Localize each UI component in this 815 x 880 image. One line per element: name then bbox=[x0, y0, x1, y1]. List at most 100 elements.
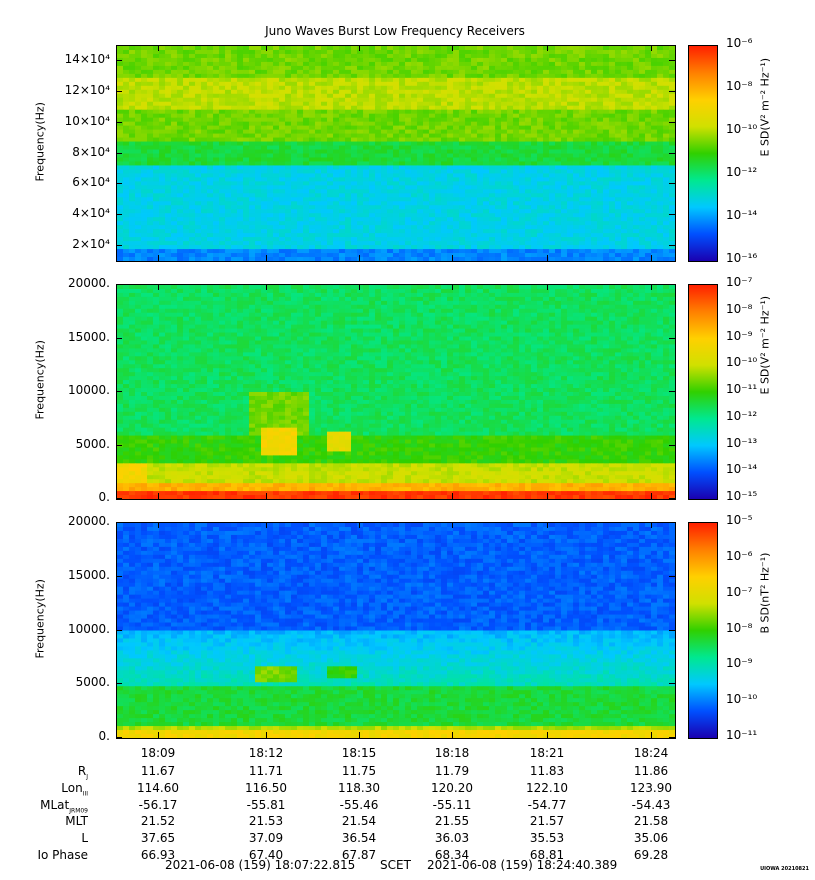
spectrogram-cell bbox=[147, 185, 154, 190]
spectrogram-cell bbox=[309, 169, 316, 175]
spectrogram-cell bbox=[333, 49, 340, 55]
spectrogram-cell bbox=[489, 257, 496, 261]
spectrogram-cell bbox=[501, 73, 508, 79]
spectrogram-cell bbox=[471, 113, 478, 119]
spectrogram-cell bbox=[297, 205, 304, 210]
spectrogram-cell bbox=[669, 77, 675, 83]
spectrogram-cell bbox=[135, 229, 142, 234]
spectrogram-cell bbox=[189, 117, 196, 123]
spectrogram-cell bbox=[243, 145, 250, 151]
spectrogram-cell bbox=[153, 109, 160, 115]
spectrogram-cell bbox=[141, 257, 148, 261]
spectrogram-cell bbox=[597, 217, 604, 222]
spectrogram-cell bbox=[357, 229, 364, 234]
spectrogram-cell bbox=[459, 205, 466, 210]
spectrogram-cell bbox=[417, 141, 424, 147]
spectrogram-cell bbox=[501, 221, 508, 226]
spectrogram-cell bbox=[201, 237, 208, 242]
spectrogram-cell bbox=[567, 221, 574, 226]
spectrogram-cell bbox=[363, 161, 370, 167]
spectrogram-cell bbox=[573, 57, 580, 63]
spectrogram-cell bbox=[243, 157, 250, 163]
spectrogram-cell bbox=[579, 53, 586, 59]
spectrogram-cell bbox=[117, 221, 124, 226]
spectrogram-cell bbox=[387, 81, 394, 87]
spectrogram-cell bbox=[255, 245, 262, 250]
spectrogram-cell bbox=[657, 213, 664, 218]
spectrogram-cell bbox=[279, 181, 286, 186]
spectrogram-cell bbox=[183, 233, 190, 238]
spectrogram-cell bbox=[117, 57, 124, 63]
spectrogram-cell bbox=[261, 57, 268, 63]
spectrogram-cell bbox=[255, 69, 262, 75]
spectrogram-cell bbox=[645, 141, 652, 147]
spectrogram-cell bbox=[285, 217, 292, 222]
spectrogram-cell bbox=[207, 129, 214, 135]
spectrogram-cell bbox=[387, 217, 394, 222]
spectrogram-cell bbox=[567, 117, 574, 123]
spectrogram-cell bbox=[441, 233, 448, 238]
spectrogram-cell bbox=[465, 46, 472, 51]
spectrogram-cell bbox=[375, 169, 382, 175]
spectrogram-cell bbox=[135, 89, 142, 95]
spectrogram-cell bbox=[435, 101, 442, 107]
spectrogram-cell bbox=[207, 177, 214, 182]
spectrogram-cell bbox=[411, 125, 418, 131]
spectrogram-cell bbox=[195, 105, 202, 111]
spectrogram-cell bbox=[147, 213, 154, 218]
spectrogram-cell bbox=[399, 125, 406, 131]
spectrogram-cell bbox=[645, 105, 652, 111]
spectrogram-cell bbox=[117, 53, 124, 59]
spectrogram-cell bbox=[615, 197, 622, 202]
spectrogram-cell bbox=[429, 173, 436, 178]
spectrogram-cell bbox=[177, 81, 184, 87]
spectrogram-cell bbox=[237, 205, 244, 210]
spectrogram-cell bbox=[459, 129, 466, 135]
spectrogram-cell bbox=[129, 133, 136, 139]
spectrogram-cell bbox=[333, 57, 340, 63]
spectrogram-cell bbox=[357, 209, 364, 214]
spectrogram-cell bbox=[261, 69, 268, 75]
spectrogram-cell bbox=[495, 46, 502, 51]
spectrogram-cell bbox=[519, 73, 526, 79]
spectrogram-cell bbox=[189, 213, 196, 218]
spectrogram-cell bbox=[141, 209, 148, 214]
spectrogram-cell bbox=[153, 149, 160, 155]
spectrogram-cell bbox=[405, 77, 412, 83]
spectrogram-cell bbox=[171, 145, 178, 151]
spectrogram-cell bbox=[591, 249, 598, 254]
spectrogram-cell bbox=[153, 129, 160, 135]
spectrogram-cell bbox=[189, 217, 196, 222]
spectrogram-cell bbox=[357, 73, 364, 79]
spectrogram-cell bbox=[261, 245, 268, 250]
spectrogram-cell bbox=[267, 93, 274, 99]
spectrogram-cell bbox=[315, 113, 322, 119]
spectrogram-cell bbox=[213, 189, 220, 194]
spectrogram-cell bbox=[387, 97, 394, 103]
spectrogram-cell bbox=[267, 181, 274, 186]
spectrogram-cell bbox=[603, 57, 610, 63]
spectrogram-cell bbox=[579, 113, 586, 119]
spectrogram-cell bbox=[333, 117, 340, 123]
spectrogram-cell bbox=[471, 61, 478, 67]
spectrogram-cell bbox=[651, 201, 658, 206]
spectrogram-cell bbox=[213, 233, 220, 238]
spectrogram-cell bbox=[357, 121, 364, 127]
spectrogram-cell bbox=[207, 149, 214, 155]
spectrogram-cell bbox=[531, 141, 538, 147]
spectrogram-cell bbox=[357, 241, 364, 246]
spectrogram-cell bbox=[231, 53, 238, 59]
spectrogram-cell bbox=[195, 97, 202, 103]
spectrogram-cell bbox=[357, 233, 364, 238]
spectrogram-cell bbox=[561, 113, 568, 119]
spectrogram-cell bbox=[219, 105, 226, 111]
spectrogram-cell bbox=[585, 113, 592, 119]
spectrogram-cell bbox=[135, 165, 142, 171]
spectrogram-cell bbox=[357, 181, 364, 186]
spectrogram-cell bbox=[633, 145, 640, 151]
spectrogram-cell bbox=[189, 93, 196, 99]
spectrogram-cell bbox=[447, 101, 454, 107]
spectrogram-cell bbox=[477, 129, 484, 135]
spectrogram-cell bbox=[219, 129, 226, 135]
spectrogram-cell bbox=[501, 137, 508, 143]
